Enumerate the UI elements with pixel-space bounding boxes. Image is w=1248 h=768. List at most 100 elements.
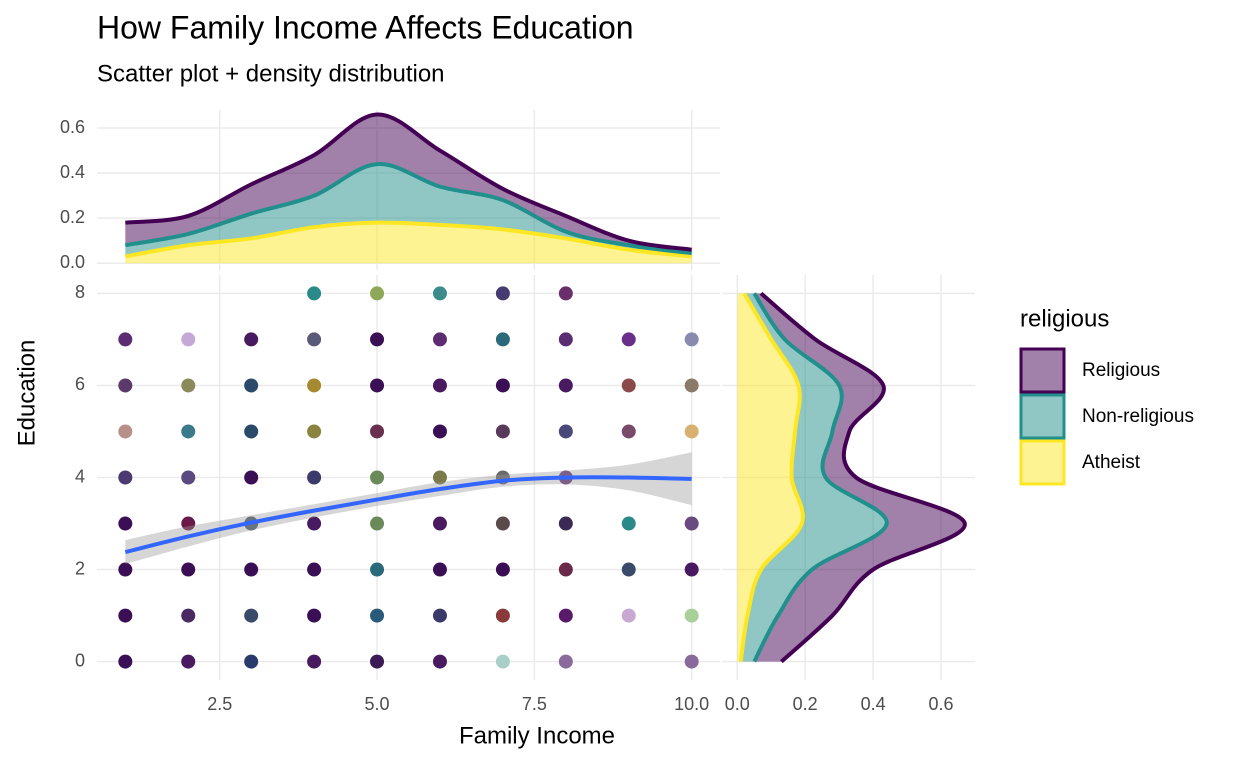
point: [558, 286, 573, 301]
point: [558, 516, 573, 531]
legend-label: Non-religious: [1082, 406, 1194, 427]
point: [244, 378, 259, 393]
point: [621, 332, 636, 347]
density-line: [759, 291, 967, 664]
point: [432, 286, 447, 301]
confidence-band: [125, 452, 692, 565]
point: [181, 424, 196, 439]
y-tick-label: 6: [75, 374, 85, 394]
point: [432, 470, 447, 485]
y-tick-label: 4: [75, 466, 85, 486]
point: [118, 470, 133, 485]
point: [432, 516, 447, 531]
legend-label: Religious: [1082, 360, 1160, 381]
y-tick-label: 0.4: [60, 162, 85, 182]
point: [495, 286, 510, 301]
chart-subtitle: Scatter plot + density distribution: [97, 60, 445, 87]
y-tick-label: 0.0: [60, 252, 85, 272]
point: [432, 562, 447, 577]
point: [621, 516, 636, 531]
legend-key: [1019, 393, 1066, 440]
point: [370, 654, 385, 669]
legend-key: [1019, 347, 1066, 394]
point: [370, 424, 385, 439]
trend-line: [124, 475, 692, 554]
point: [118, 424, 133, 439]
point: [432, 424, 447, 439]
chart-title: How Family Income Affects Education: [97, 9, 634, 45]
point: [432, 332, 447, 347]
density-line: [124, 162, 692, 256]
density-line: [738, 292, 805, 662]
point: [244, 654, 259, 669]
point: [684, 562, 699, 577]
point: [181, 470, 196, 485]
point: [495, 654, 510, 669]
point: [244, 332, 259, 347]
point: [118, 332, 133, 347]
point: [621, 424, 636, 439]
point: [307, 608, 322, 623]
y-tick-label: 0.2: [60, 207, 85, 227]
density-area: [740, 293, 887, 662]
point: [181, 608, 196, 623]
point: [244, 608, 259, 623]
point: [118, 654, 133, 669]
point: [684, 378, 699, 393]
point: [684, 516, 699, 531]
point: [370, 286, 385, 301]
point: [181, 562, 196, 577]
point: [370, 516, 385, 531]
point: [684, 332, 699, 347]
x-tick-label: 0.4: [861, 694, 886, 714]
point: [307, 654, 322, 669]
point: [181, 654, 196, 669]
point: [621, 562, 636, 577]
point: [307, 516, 322, 531]
point: [684, 424, 699, 439]
x-tick-label: 0.0: [725, 694, 750, 714]
x-tick-label: 5.0: [365, 694, 390, 714]
point: [307, 470, 322, 485]
density-line: [125, 112, 692, 252]
point: [307, 424, 322, 439]
point: [370, 562, 385, 577]
y-tick-label: 2: [75, 558, 85, 578]
legend-key: [1019, 439, 1066, 486]
legend-label: Atheist: [1082, 452, 1141, 473]
point: [495, 516, 510, 531]
point: [684, 608, 699, 623]
y-tick-label: 0: [75, 650, 85, 670]
point: [621, 608, 636, 623]
point: [118, 378, 133, 393]
x-tick-label: 7.5: [522, 694, 547, 714]
point: [621, 378, 636, 393]
point: [432, 608, 447, 623]
point: [118, 608, 133, 623]
point: [684, 654, 699, 669]
point: [370, 470, 385, 485]
point: [432, 378, 447, 393]
point: [558, 378, 573, 393]
y-tick-label: 0.6: [60, 117, 85, 137]
y-axis-title: Education: [13, 340, 40, 447]
point: [558, 654, 573, 669]
point: [495, 562, 510, 577]
x-tick-label: 10.0: [674, 694, 709, 714]
point: [118, 562, 133, 577]
point: [244, 470, 259, 485]
legend-title: religious: [1020, 305, 1109, 332]
point: [307, 332, 322, 347]
point: [558, 608, 573, 623]
point: [558, 562, 573, 577]
point: [181, 332, 196, 347]
point: [181, 378, 196, 393]
point: [495, 424, 510, 439]
point: [495, 332, 510, 347]
density-area: [125, 222, 692, 264]
point: [307, 378, 322, 393]
point: [307, 286, 322, 301]
density-area: [737, 293, 803, 662]
point: [432, 654, 447, 669]
